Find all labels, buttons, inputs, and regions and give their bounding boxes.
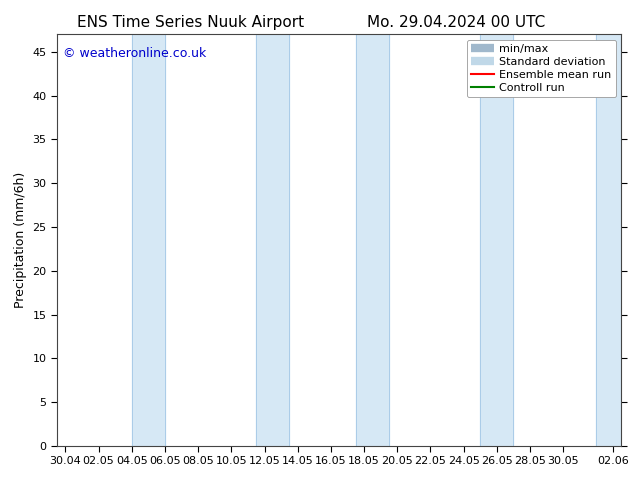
Text: Mo. 29.04.2024 00 UTC: Mo. 29.04.2024 00 UTC xyxy=(367,15,546,30)
Y-axis label: Precipitation (mm/6h): Precipitation (mm/6h) xyxy=(14,172,27,308)
Text: ENS Time Series Nuuk Airport: ENS Time Series Nuuk Airport xyxy=(77,15,304,30)
Legend: min/max, Standard deviation, Ensemble mean run, Controll run: min/max, Standard deviation, Ensemble me… xyxy=(467,40,616,97)
Bar xyxy=(132,34,165,446)
Bar xyxy=(481,34,514,446)
Bar xyxy=(256,34,289,446)
Bar xyxy=(597,34,621,446)
Text: © weatheronline.co.uk: © weatheronline.co.uk xyxy=(63,47,206,60)
Bar xyxy=(356,34,389,446)
